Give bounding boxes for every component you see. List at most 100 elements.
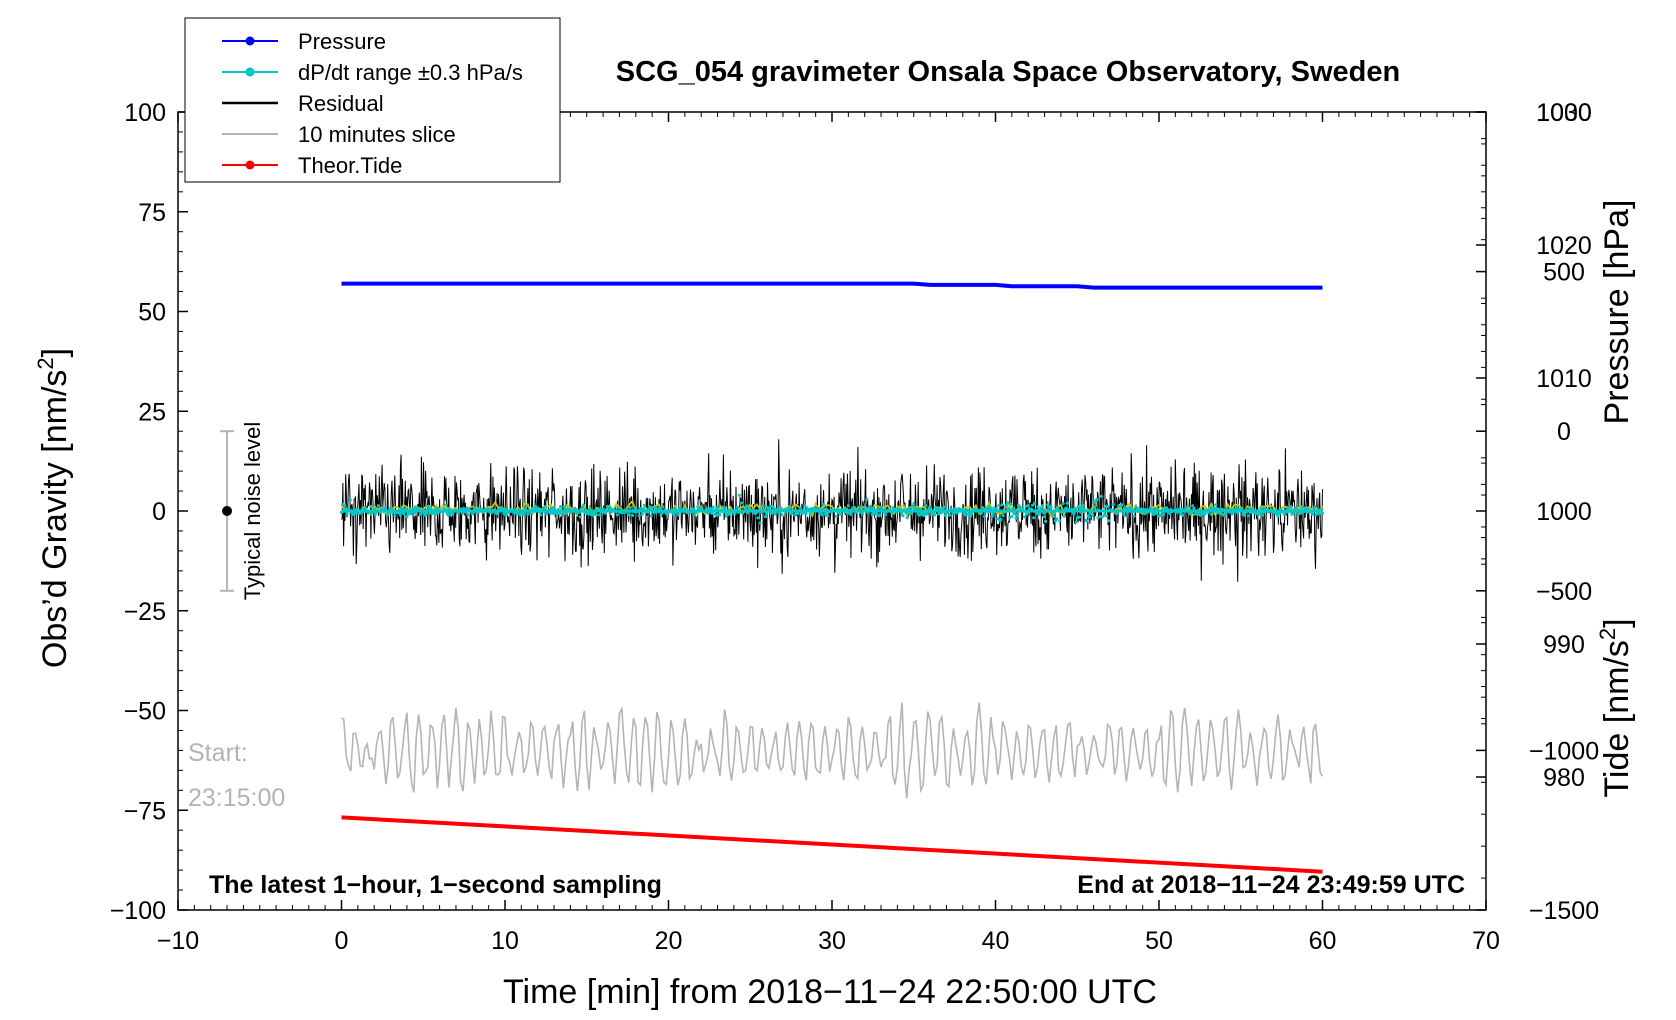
dpdt-point (932, 513, 937, 517)
dpdt-point (342, 509, 346, 513)
dpdt-point (915, 506, 919, 511)
dpdt-point (787, 505, 792, 509)
dpdt-point (912, 502, 916, 506)
dpdt-point (405, 515, 409, 519)
dpdt-point (846, 504, 850, 508)
dpdt-point (1056, 506, 1060, 510)
dpdt-point (1234, 506, 1238, 510)
dpdt-point (1062, 514, 1066, 518)
dpdt-point (1203, 512, 1207, 516)
dpdt-point (1246, 514, 1250, 518)
dpdt-point (616, 505, 621, 510)
dpdt-point (941, 508, 945, 512)
dpdt-point (903, 508, 907, 512)
dpdt-point (825, 507, 829, 512)
dpdt-point (436, 506, 441, 511)
dpdt-point (1251, 506, 1255, 510)
dpdt-point (871, 506, 876, 510)
pressure-tick-label: 1020 (1536, 232, 1592, 260)
dpdt-point (838, 509, 842, 513)
dpdt-point (983, 514, 987, 519)
dpdt-point (1155, 511, 1159, 515)
dpdt-point (883, 513, 888, 517)
dpdt-point (1034, 508, 1038, 513)
dpdt-point (501, 509, 505, 513)
dpdt-point (979, 511, 983, 515)
dpdt-point (1168, 512, 1172, 516)
dpdt-point (636, 509, 640, 513)
dpdt-point (647, 508, 651, 512)
dpdt-point (761, 504, 765, 508)
dpdt-point (869, 508, 873, 512)
dpdt-point (466, 513, 470, 517)
dpdt-point (641, 507, 646, 511)
dpdt-point (675, 510, 679, 514)
dpdt-point (373, 512, 377, 516)
dpdt-point (518, 513, 522, 517)
dpdt-point (642, 503, 647, 507)
dpdt-point (1072, 511, 1076, 515)
tide-tick-label: 500 (1543, 259, 1585, 287)
legend-items: Pressure dP/dt range ±0.3 hPa/s Residual 10… (222, 29, 523, 178)
dpdt-point (595, 513, 599, 517)
x-tick-label: 70 (1472, 927, 1500, 955)
dpdt-point (1033, 501, 1037, 505)
dpdt-point (793, 513, 797, 517)
dpdt-point (751, 508, 756, 512)
dpdt-point (798, 506, 803, 510)
dpdt-point (542, 508, 546, 512)
dpdt-point (634, 506, 638, 510)
dpdt-point (807, 509, 811, 513)
dpdt-point (918, 507, 922, 511)
legend-swatch-marker (245, 160, 255, 170)
start-time: 23:15:00 (188, 784, 285, 812)
dpdt-point (963, 513, 967, 517)
dpdt-point (710, 511, 714, 515)
dpdt-point (1276, 514, 1280, 518)
dpdt-point (393, 514, 397, 518)
dpdt-point (1106, 504, 1110, 509)
dpdt-point (999, 517, 1003, 522)
dpdt-point (808, 512, 812, 516)
dpdt-point (924, 504, 928, 508)
dpdt-point (1259, 506, 1264, 510)
pressure-tick-label: 990 (1543, 631, 1585, 659)
dpdt-point (588, 508, 592, 512)
dpdt-point (412, 511, 417, 515)
dpdt-point (1058, 519, 1062, 523)
dpdt-point (1100, 515, 1104, 519)
dpdt-point (1039, 506, 1043, 510)
dpdt-point (911, 505, 915, 509)
dpdt-point (580, 506, 585, 510)
legend-box (184, 17, 561, 183)
dpdt-point (1007, 506, 1011, 511)
dpdt-point (901, 514, 905, 518)
dpdt-point (1311, 512, 1315, 516)
series-dpdt-points (339, 493, 1325, 525)
dpdt-point (866, 510, 870, 515)
dpdt-point (767, 507, 771, 511)
dpdt-point (1206, 510, 1210, 515)
dpdt-point (905, 516, 909, 520)
x-tick-label: 20 (655, 927, 683, 955)
dpdt-point (904, 511, 908, 515)
dpdt-point (1121, 510, 1125, 514)
dpdt-point (757, 508, 761, 512)
dpdt-point (1089, 509, 1093, 514)
dpdt-point (850, 510, 854, 514)
dpdt-point (1150, 510, 1155, 514)
dpdt-point (907, 506, 912, 510)
dpdt-point (1060, 510, 1064, 514)
dpdt-point (640, 512, 644, 516)
dpdt-point (503, 507, 507, 511)
dpdt-point (763, 515, 768, 519)
series-residual-line (341, 439, 1323, 582)
dpdt-point (1032, 516, 1036, 520)
start-label: Start: (188, 739, 248, 767)
tide-tick-label: 0 (1557, 418, 1571, 446)
dpdt-point (345, 512, 349, 516)
dpdt-point (614, 509, 618, 513)
dpdt-point (1061, 501, 1065, 505)
dpdt-point (835, 507, 840, 512)
plot-area (339, 281, 1325, 874)
